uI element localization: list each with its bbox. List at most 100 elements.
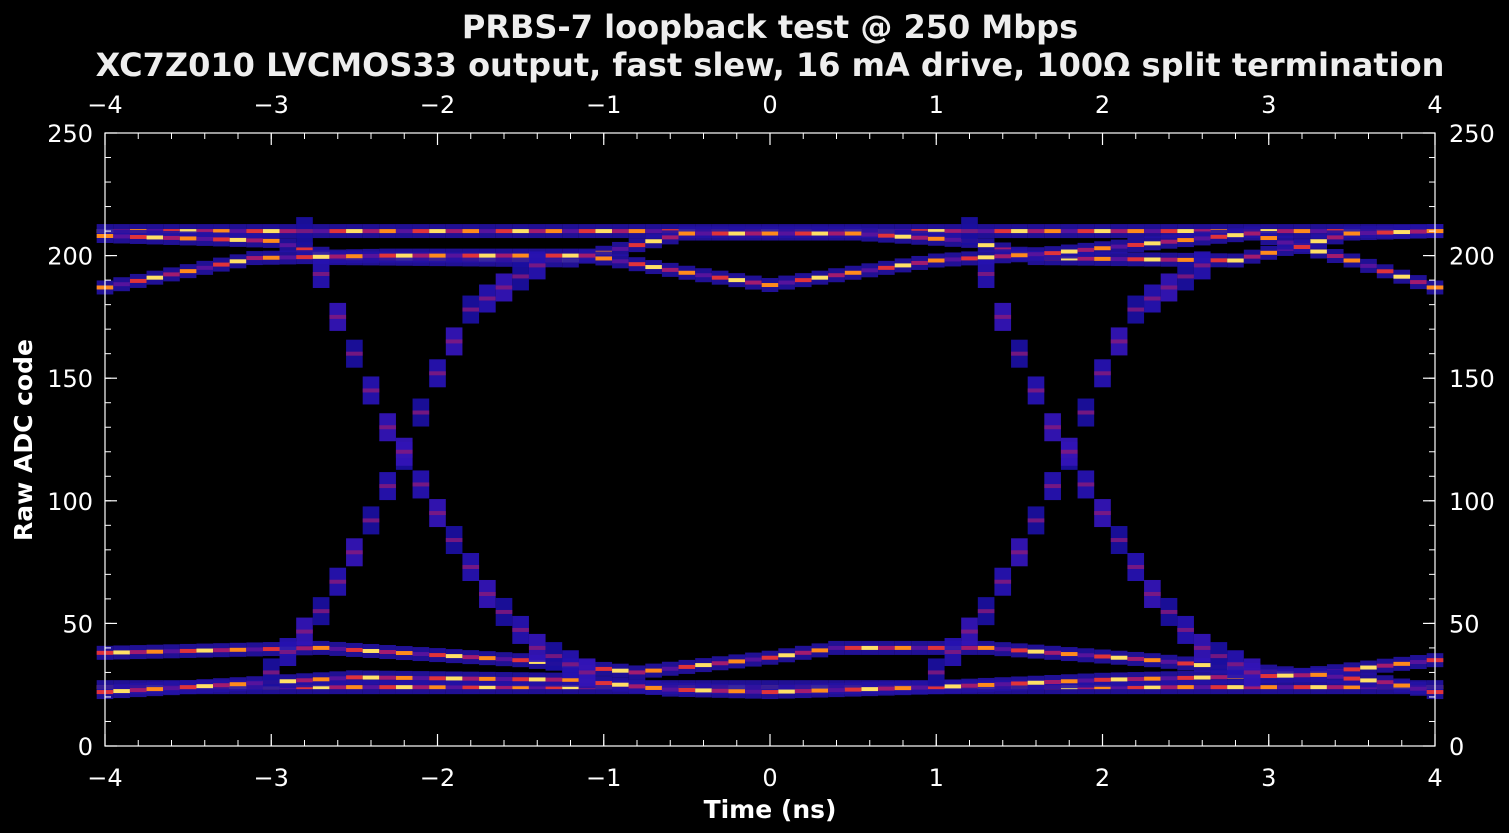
trace-cell [1011,229,1028,234]
trace-cell [745,657,762,662]
trace-cell-core [262,670,280,675]
trace-cell [1027,649,1045,654]
trace-cell [612,668,629,673]
trace-fall-edge-2 [961,217,1261,687]
trace-cell-core [977,609,995,614]
trace-cell [1376,230,1394,235]
trace-cell [395,651,413,656]
trace-cell-core [1227,662,1244,667]
x-tick-label: 4 [1427,764,1442,792]
trace-cell [828,231,845,236]
trace-cell [1127,677,1145,682]
trace-cell [512,229,529,234]
trace-cell [911,260,928,265]
trace-cell-core [1177,627,1194,632]
trace-cell-core [1193,645,1211,650]
trace-cell [678,664,696,669]
trace-cell [213,229,230,234]
trace-cell [146,687,164,692]
trace-cell [362,648,380,653]
trace-cell [1127,656,1145,661]
trace-cell [1293,673,1311,678]
trace-cell-core [312,609,330,614]
trace-cell [262,238,280,243]
trace-cell [645,229,662,234]
trace-cell-core [379,484,396,489]
trace-cell-core [362,388,380,393]
trace-cell [1144,658,1161,663]
trace-cell [1277,229,1294,234]
trace-cell [1160,685,1178,690]
trace-cell [1094,685,1111,690]
trace-cell [479,685,496,690]
trace-cell-core [329,314,347,319]
trace-cell [1293,229,1311,234]
y-tick-label: 50 [62,610,93,638]
y-tick-label: 200 [47,243,93,271]
trace-cell [445,685,463,690]
trace-cell [1144,685,1161,690]
trace-cell [1144,676,1161,681]
trace-cell [1060,652,1078,657]
trace-cell [1410,229,1427,234]
trace-cell [196,236,214,241]
trace-cell [229,682,247,687]
trace-cell [761,231,779,236]
trace-cell [445,253,463,258]
trace-cell [778,689,795,694]
trace-cell [628,243,646,248]
trace-cell-core [961,629,978,634]
trace-cell [1044,251,1061,256]
trace-cell [213,237,230,242]
trace-cell [911,685,928,690]
trace-cell [1110,677,1128,682]
x-tick-label: 0 [762,764,777,792]
trace-cell [977,682,995,687]
trace-cell [462,229,480,234]
trace-cell-core [1044,425,1061,430]
trace-rise-edge-2 [927,251,1211,687]
trace-cell [1277,673,1294,678]
trace-cell [1260,685,1278,690]
trace-cell [1177,685,1194,690]
trace-cell [179,229,197,234]
trace-cell [545,685,563,690]
trace-cell [1094,229,1111,234]
trace-cell [312,645,330,650]
trace-cell [1326,685,1344,690]
trace-cell [528,229,546,234]
trace-cell [495,657,513,662]
trace-cell [661,235,679,240]
trace-cell [163,235,180,240]
trace-cell [229,229,247,234]
trace-cell [213,262,230,267]
trace-cell [1243,685,1261,690]
trace-cell [296,247,313,252]
trace-cell [1193,685,1211,690]
trace-cell [462,676,480,681]
trace-cell-core [1243,670,1261,675]
trace-cell [1177,661,1194,666]
trace-cell [412,676,430,681]
trace-cell [894,234,912,239]
trace-cell [395,685,413,690]
chart-subtitle: XC7Z010 LVCMOS33 output, fast slew, 16 m… [96,46,1445,84]
trace-cell [1376,663,1394,668]
trace-cell [1343,667,1361,672]
trace-cell [1044,650,1061,655]
trace-cell [1326,674,1344,679]
trace-cell [1310,685,1327,690]
trace-cell [1177,257,1194,262]
trace-cell [645,239,662,244]
trace-cell-core [578,670,596,675]
trace-cell-core [495,285,513,290]
trace-cell [861,268,879,273]
trace-cell [878,233,895,238]
trace-cell [146,235,164,240]
trace-cell-core [528,645,546,650]
trace-cell [994,682,1012,687]
trace-cell [1310,249,1327,254]
trace-cell-core [944,650,962,655]
trace-cell-core [429,511,446,516]
